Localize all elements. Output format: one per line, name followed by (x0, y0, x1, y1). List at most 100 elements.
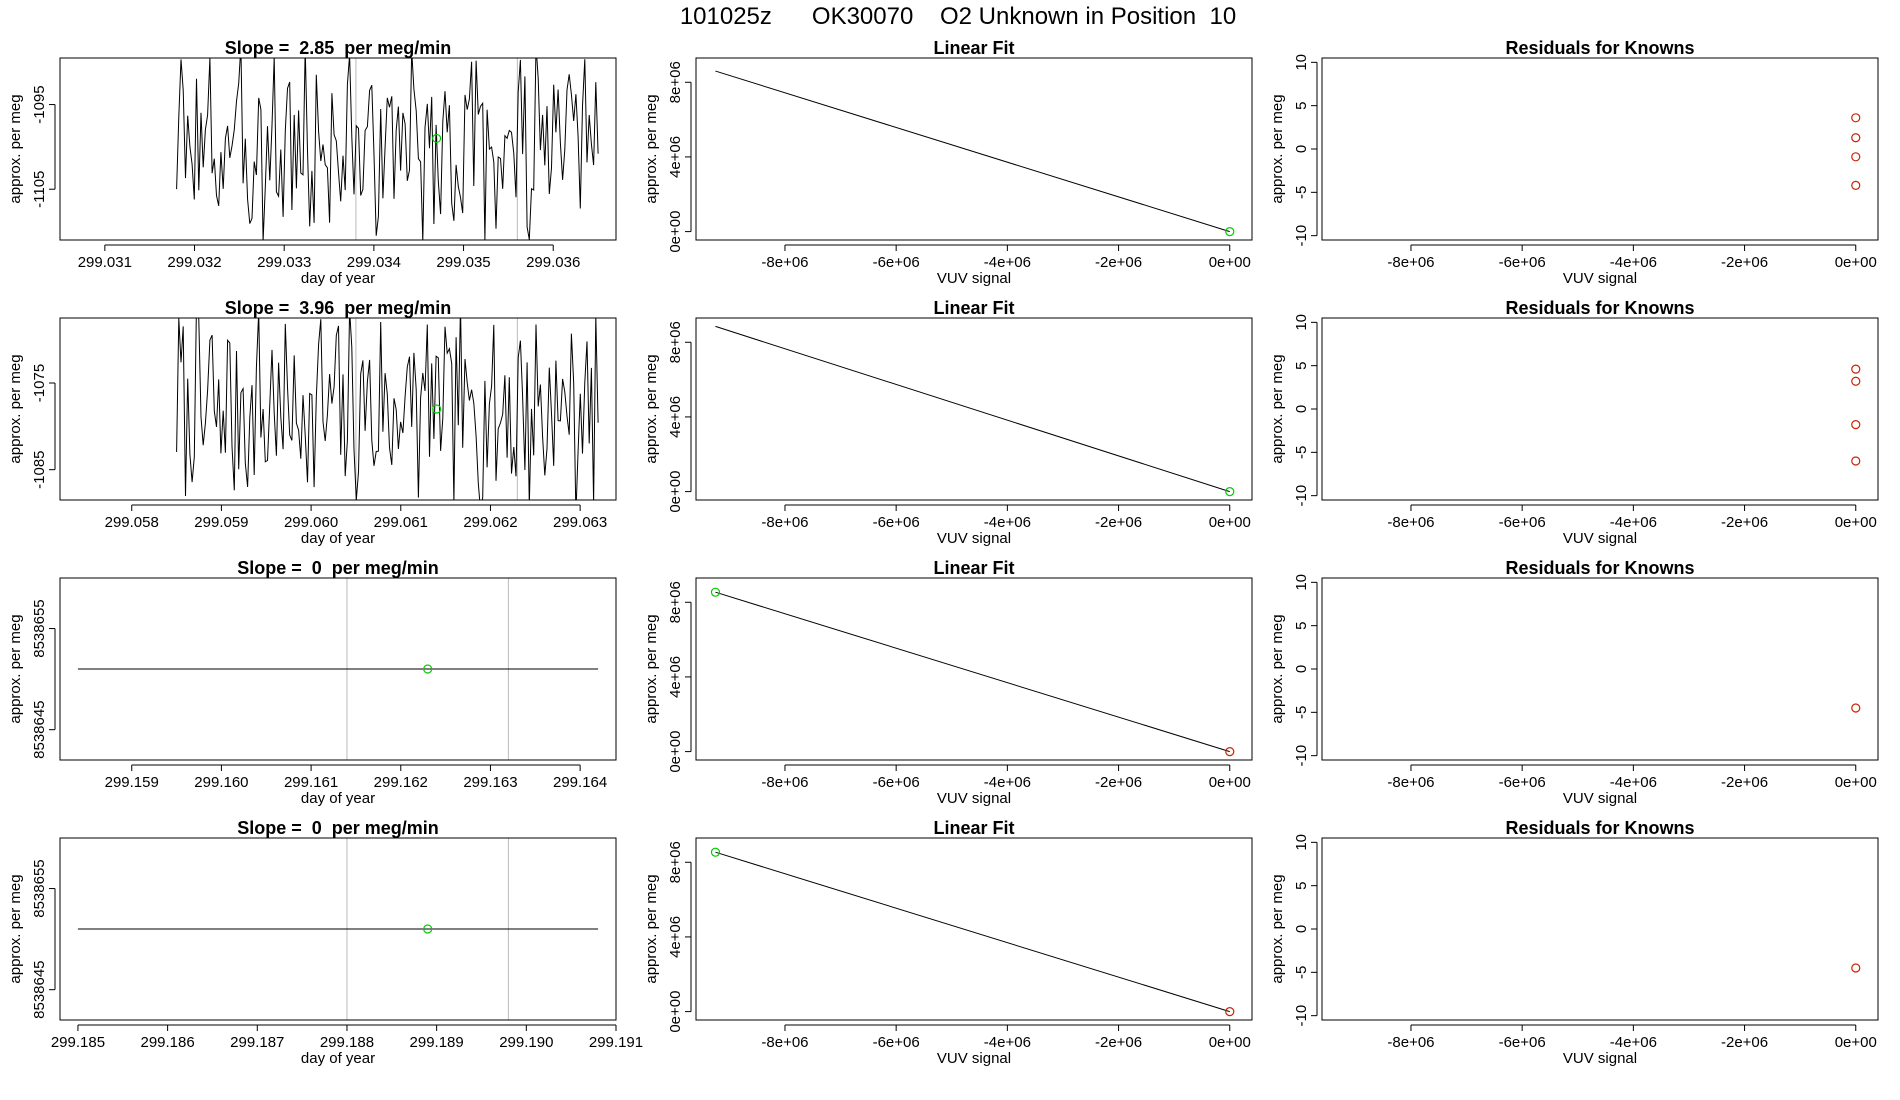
x-tick-label: -4e+06 (1610, 254, 1657, 271)
chart-panel: -8e+06 -6e+06 -4e+06 -2e+06 0e+00 VUV signal 1… (1269, 38, 1879, 287)
x-axis-label: day of year (301, 1050, 375, 1067)
data-point (1225, 746, 1235, 757)
y-tick-label: -1085 (31, 450, 48, 488)
x-tick-label: 299.159 (105, 774, 159, 791)
x-tick-label: 299.033 (257, 254, 311, 271)
y-tick-label: 0e+00 (667, 991, 684, 1033)
plot-frame (695, 837, 1253, 1021)
x-tick-label: -2e+06 (1721, 1034, 1768, 1051)
y-axis-label: approx. per meg (7, 874, 24, 983)
y-tick-label: 5 (1293, 361, 1310, 369)
y-axis-label: approx. per meg (7, 614, 24, 723)
chart-title: Slope = 0 per meg/min (237, 818, 439, 838)
y-tick-label: 8538645 (31, 960, 48, 1018)
y-axis-label: approx. per meg (1269, 874, 1286, 983)
y-axis-label: approx. per meg (7, 94, 24, 203)
chart-panel: -8e+06 -6e+06 -4e+06 -2e+06 0e+00 VUV signal 0… (643, 818, 1253, 1067)
x-tick-label: 0e+00 (1835, 1034, 1877, 1051)
data-point (432, 404, 442, 414)
y-tick-label: 8e+06 (667, 61, 684, 103)
data-point (1851, 152, 1861, 162)
y-tick-label: 10 (1293, 54, 1310, 71)
plot-frame (1321, 317, 1879, 501)
y-axis-label: approx. per meg (1269, 354, 1286, 463)
x-tick-label: -6e+06 (1499, 1034, 1546, 1051)
x-tick-label: -4e+06 (1610, 1034, 1657, 1051)
fit-line (715, 591, 1230, 753)
plot-frame (695, 57, 1253, 241)
x-axis-label: VUV signal (1563, 790, 1637, 807)
plot-frame (1321, 57, 1879, 241)
x-tick-label: -4e+06 (984, 1034, 1031, 1051)
data-point (1225, 1006, 1235, 1017)
y-tick-label: 8538655 (31, 599, 48, 657)
x-tick-label: -2e+06 (1095, 1034, 1142, 1051)
chart-panel: -8e+06 -6e+06 -4e+06 -2e+06 0e+00 VUV signal 1… (1269, 818, 1879, 1067)
chart-title: Slope = 0 per meg/min (237, 558, 439, 578)
x-tick-label: -2e+06 (1721, 774, 1768, 791)
x-axis-label: VUV signal (1563, 270, 1637, 287)
data-point (432, 133, 442, 144)
y-tick-label: -1105 (31, 171, 48, 208)
chart-panel: -8e+06 -6e+06 -4e+06 -2e+06 0e+00 VUV signal 1… (1269, 558, 1879, 807)
page-title: 101025z OK30070 O2 Unknown in Position 1… (680, 3, 1236, 30)
x-tick-label: -8e+06 (1387, 1034, 1434, 1051)
y-tick-label: 10 (1293, 314, 1310, 331)
x-axis-label: day of year (301, 790, 375, 807)
chart-title: Residuals for Knowns (1505, 558, 1694, 578)
x-axis-label: day of year (301, 270, 375, 287)
y-tick-label: 4e+06 (667, 916, 684, 958)
y-tick-label: 4e+06 (667, 396, 684, 438)
y-tick-label: 0 (1293, 405, 1310, 413)
y-tick-label: -10 (1293, 745, 1310, 767)
x-tick-label: -4e+06 (1610, 774, 1657, 791)
x-tick-label: 299.058 (105, 514, 159, 531)
x-tick-label: 299.190 (499, 1034, 553, 1051)
x-tick-label: -2e+06 (1095, 774, 1142, 791)
x-tick-label: 299.188 (320, 1034, 374, 1051)
x-tick-label: 299.191 (589, 1034, 643, 1051)
y-tick-label: -10 (1293, 1005, 1310, 1027)
x-tick-label: -4e+06 (984, 514, 1031, 531)
x-tick-label: -6e+06 (1499, 514, 1546, 531)
x-axis-label: VUV signal (937, 530, 1011, 547)
chart-title: Residuals for Knowns (1505, 298, 1694, 318)
y-tick-label: 8e+06 (667, 581, 684, 623)
chart-panel: -8e+06 -6e+06 -4e+06 -2e+06 0e+00 VUV signal 0… (643, 558, 1253, 807)
plot-frame (59, 837, 617, 1021)
chart-title: Slope = 3.96 per meg/min (225, 298, 452, 318)
y-tick-label: 4e+06 (667, 136, 684, 178)
plot-frame (695, 317, 1253, 501)
chart-title: Slope = 2.85 per meg/min (225, 38, 452, 58)
x-tick-label: 299.063 (553, 514, 607, 531)
y-axis-label: approx. per meg (643, 874, 660, 983)
y-tick-label: -5 (1293, 706, 1310, 719)
x-tick-label: 0e+00 (1835, 514, 1877, 531)
y-tick-label: -10 (1293, 485, 1310, 507)
plot-frame (1321, 837, 1879, 1021)
data-point (1851, 456, 1861, 466)
y-tick-label: 0e+00 (667, 211, 684, 253)
y-tick-label: -5 (1293, 186, 1310, 199)
x-tick-label: 299.162 (374, 774, 428, 791)
x-tick-label: 299.032 (167, 254, 221, 271)
x-tick-label: -8e+06 (761, 514, 808, 531)
chart-panel: 299.031 299.032 299.033 299.034 299.035 299.0… (7, 38, 617, 287)
chart-title: Linear Fit (933, 298, 1014, 318)
plot-frame (59, 317, 617, 501)
y-tick-label: -1075 (31, 364, 48, 402)
y-tick-label: 0 (1293, 665, 1310, 673)
x-tick-label: 299.059 (194, 514, 248, 531)
y-tick-label: 8e+06 (667, 841, 684, 883)
plot-frame (59, 577, 617, 761)
data-point (1851, 133, 1861, 143)
y-tick-label: 4e+06 (667, 656, 684, 698)
x-axis-label: day of year (301, 530, 375, 547)
x-tick-label: -6e+06 (873, 774, 920, 791)
y-axis-label: approx. per meg (643, 94, 660, 203)
x-tick-label: 299.186 (140, 1034, 194, 1051)
y-tick-label: 10 (1293, 574, 1310, 591)
chart-panel: 299.159 299.160 299.161 299.162 299.163 299.1… (7, 558, 617, 807)
data-point (1225, 487, 1235, 497)
x-axis-label: VUV signal (937, 1050, 1011, 1067)
